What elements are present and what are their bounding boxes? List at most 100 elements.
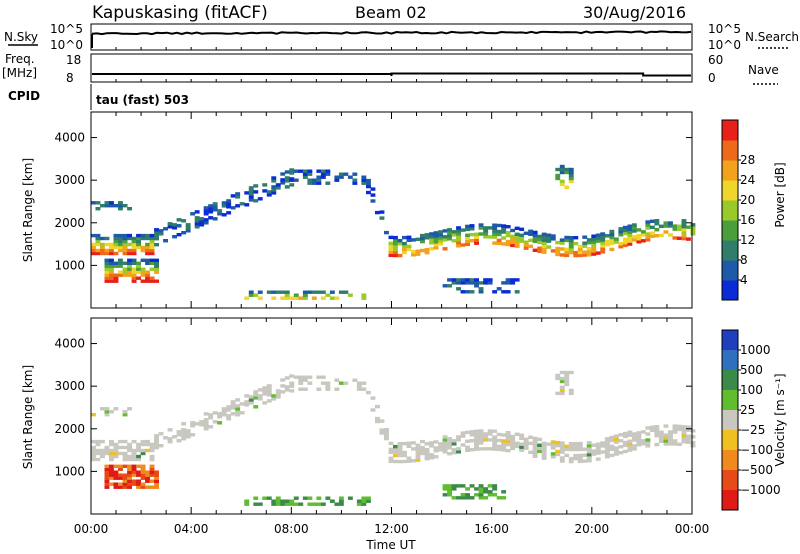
velocity-cell xyxy=(122,482,128,486)
velocity-cell xyxy=(221,407,227,411)
velocity-cell xyxy=(582,447,588,451)
power-cell xyxy=(541,241,547,245)
power-cell xyxy=(145,242,150,247)
power-cell xyxy=(433,231,439,235)
velocity-cell xyxy=(460,434,466,438)
velocity-cell xyxy=(433,440,439,444)
velocity-cell xyxy=(122,476,128,480)
velocity-cell xyxy=(478,490,484,494)
power-cell xyxy=(91,251,96,256)
velocity-cell xyxy=(203,421,209,425)
power-cell xyxy=(406,244,412,248)
velocity-cell xyxy=(564,447,570,452)
power-cell xyxy=(627,230,633,234)
velocity-cell xyxy=(145,448,150,453)
velocity-cell xyxy=(465,430,470,435)
power-cell xyxy=(564,235,570,240)
power-cell xyxy=(316,175,322,179)
velocity-cell xyxy=(411,447,416,451)
power-cell xyxy=(505,278,511,282)
velocity-cell xyxy=(591,452,597,456)
power-cell xyxy=(266,290,272,294)
velocity-cell xyxy=(275,392,281,396)
velocity-cell xyxy=(366,499,371,503)
power-cell xyxy=(122,270,128,274)
power-cell xyxy=(433,240,439,244)
time-xlabel: Time UT xyxy=(365,538,416,552)
velocity-cell xyxy=(595,451,601,455)
velocity-cell xyxy=(149,454,155,459)
velocity-cell xyxy=(492,444,498,448)
power-cell xyxy=(104,204,110,208)
velocity-cell xyxy=(370,408,376,412)
power-cell xyxy=(636,240,642,244)
power-cell xyxy=(681,234,687,238)
velocity-cell xyxy=(397,445,403,449)
velocity-cell xyxy=(604,446,610,450)
power-cell xyxy=(109,279,114,283)
power-cell xyxy=(154,264,159,268)
power-cell xyxy=(109,245,114,250)
power-cell xyxy=(280,290,286,294)
power-cell xyxy=(559,170,565,175)
velocity-cell xyxy=(154,446,159,450)
power-cell xyxy=(131,242,137,247)
power-cell xyxy=(668,221,673,225)
velocity-cell xyxy=(474,493,479,497)
power-cell xyxy=(145,279,150,283)
velocity-cell xyxy=(154,479,159,483)
velocity-cell xyxy=(474,435,479,439)
power-cell xyxy=(136,233,141,238)
power-cell xyxy=(307,290,313,294)
velocity-cell xyxy=(325,384,331,388)
velocity-cell xyxy=(366,496,371,500)
power-cell xyxy=(127,248,132,253)
power-cell xyxy=(104,270,110,274)
velocity-cell xyxy=(519,436,525,440)
velocity-cell xyxy=(564,444,570,449)
velocity-cell xyxy=(636,440,642,444)
nsky-lo-tick: 10^0 xyxy=(50,38,83,52)
power-cell xyxy=(280,181,286,185)
power-cell xyxy=(568,244,574,249)
power-cell xyxy=(149,248,155,253)
colorbar-frame xyxy=(721,329,739,511)
power-cell xyxy=(284,179,290,183)
velocity-cell xyxy=(505,437,511,441)
power-cell xyxy=(95,236,101,241)
velocity-cell xyxy=(573,456,579,461)
xtick-label: 12:00 xyxy=(374,522,409,536)
velocity-cell xyxy=(145,442,150,447)
power-cell xyxy=(109,248,114,253)
velocity-cell xyxy=(420,439,425,444)
velocity-cell xyxy=(420,448,425,453)
colorbar-tick-label: −100 xyxy=(740,443,773,457)
velocity-cell xyxy=(109,482,114,486)
power-cell xyxy=(289,168,295,172)
power-cell xyxy=(361,181,367,185)
velocity-cell xyxy=(532,436,538,441)
velocity-cell xyxy=(577,441,583,446)
power-cell xyxy=(284,290,290,294)
velocity-cell xyxy=(510,446,516,451)
power-cell xyxy=(343,290,349,294)
velocity-cell xyxy=(442,441,448,445)
power-cell xyxy=(154,237,159,241)
velocity-cell xyxy=(203,412,209,416)
velocity-cell xyxy=(257,388,263,392)
power-cell xyxy=(654,219,660,223)
velocity-cell xyxy=(474,444,479,448)
velocity-cell xyxy=(298,378,304,382)
power-cell xyxy=(447,228,452,232)
power-cell xyxy=(478,232,484,236)
velocity-cell xyxy=(104,485,110,489)
velocity-cell xyxy=(118,476,123,480)
velocity-cell xyxy=(154,476,159,480)
velocity-cell xyxy=(668,442,673,446)
power-cell xyxy=(546,233,552,237)
power-cell xyxy=(658,224,664,228)
power-cell xyxy=(564,185,570,190)
power-cell xyxy=(140,258,146,262)
velocity-cell xyxy=(645,432,651,436)
power-cell xyxy=(568,176,574,181)
